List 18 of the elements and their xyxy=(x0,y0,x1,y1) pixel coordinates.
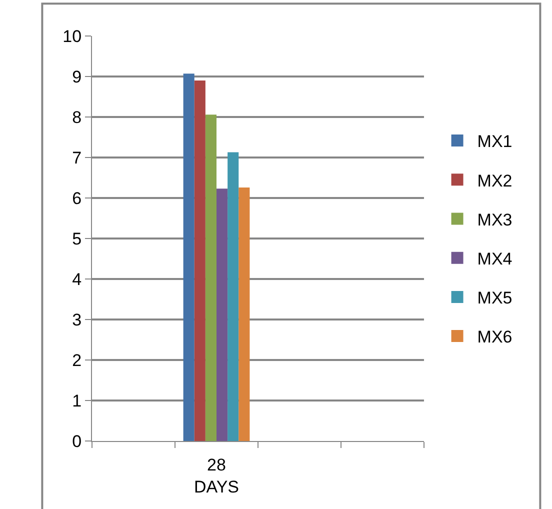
legend-label: MX1 xyxy=(477,132,512,152)
y-tick-label: 7 xyxy=(72,148,82,168)
legend-label: MX3 xyxy=(477,210,512,230)
y-tick-label: 1 xyxy=(72,391,82,410)
y-tick-label: 2 xyxy=(72,350,82,370)
y-tick-label: 6 xyxy=(72,188,82,208)
legend-label: MX4 xyxy=(477,249,512,268)
x-tick-label: 28 DAYS xyxy=(194,455,240,496)
y-tick-label: 4 xyxy=(72,270,82,289)
y-tick-label: 10 xyxy=(62,26,82,46)
y-tick-label: 3 xyxy=(72,310,82,330)
y-tick-label: 0 xyxy=(72,432,82,451)
y-tick-label: 9 xyxy=(72,67,82,86)
y-tick-label: 8 xyxy=(72,108,82,127)
legend-label: MX6 xyxy=(477,328,512,347)
legend-label: MX5 xyxy=(477,288,512,308)
legend-label: MX2 xyxy=(477,171,512,190)
y-tick-label: 5 xyxy=(72,229,82,248)
